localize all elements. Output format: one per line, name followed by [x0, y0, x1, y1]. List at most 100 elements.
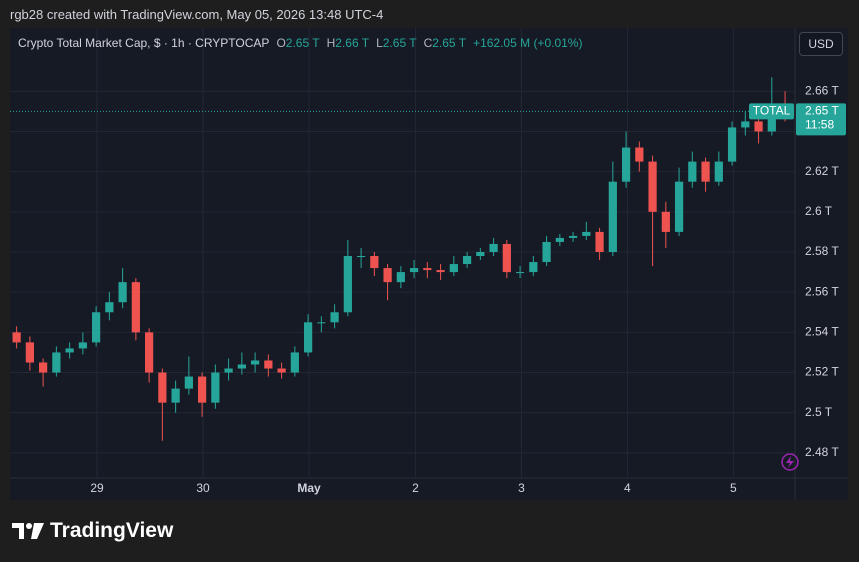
candle-body — [92, 312, 101, 343]
candle-body — [648, 161, 657, 212]
x-tick-label: 4 — [624, 481, 631, 495]
y-tick-label: 2.62 T — [805, 164, 839, 178]
legend-value: 2.65 T — [432, 36, 467, 50]
logo-text: TradingView — [50, 519, 174, 542]
candle-body — [595, 231, 604, 252]
candle-body — [78, 342, 87, 349]
candle-body — [608, 181, 617, 252]
legend: Crypto Total Market Cap, $ · 1h · CRYPTO… — [18, 36, 582, 50]
candle-body — [396, 272, 405, 283]
candle-body — [184, 376, 193, 389]
candle-body — [264, 360, 273, 369]
candle-body — [25, 342, 34, 363]
last-price-name: TOTAL — [753, 104, 791, 118]
y-tick-label: 2.58 T — [805, 244, 839, 258]
candle-body — [767, 107, 776, 132]
candle-body — [462, 256, 472, 265]
legend-value: 2.66 T — [335, 36, 370, 50]
candle-body — [489, 243, 498, 252]
candle-body — [370, 256, 379, 269]
legend-title: Crypto Total Market Cap, $ · 1h · CRYPTO… — [18, 36, 270, 50]
candle-body — [582, 231, 591, 236]
alert-bolt — [786, 456, 794, 468]
footer-logo: TradingView — [12, 519, 173, 543]
candle-body — [330, 312, 339, 323]
legend-key: C — [423, 36, 433, 50]
header-text: rgb28 created with TradingView.com, May … — [10, 7, 384, 22]
candle-body — [409, 268, 419, 273]
legend-key: L — [376, 36, 383, 50]
x-tick-label: May — [297, 481, 321, 495]
x-tick-label: 3 — [518, 481, 525, 495]
candle-body — [688, 161, 697, 182]
candle-body — [568, 235, 578, 238]
candle-body — [635, 147, 644, 162]
x-tick-label: 29 — [90, 481, 104, 495]
logo-icon — [12, 523, 44, 539]
last-price-label: 2.65 T — [805, 104, 839, 118]
legend-key: H — [326, 36, 336, 50]
x-tick-label: 2 — [412, 481, 419, 495]
candle-body — [303, 322, 313, 353]
candle-body — [621, 147, 631, 182]
candle-body — [476, 251, 485, 257]
candle-body — [171, 388, 180, 403]
candle-body — [449, 264, 458, 273]
candle-body — [65, 348, 74, 353]
legend-key: O — [276, 36, 286, 50]
candle-body — [12, 332, 21, 343]
candle-body — [198, 376, 207, 403]
y-tick-label: 2.54 T — [805, 325, 839, 339]
last-price-name-box — [749, 103, 794, 120]
y-tick-label: 2.56 T — [805, 284, 839, 298]
candle-body — [436, 270, 445, 273]
candle-body — [39, 362, 48, 373]
candle-body — [423, 268, 432, 271]
candle-body — [701, 161, 710, 182]
candle-body — [674, 181, 684, 232]
candle-body — [661, 211, 670, 232]
candle-body — [237, 364, 246, 369]
candle-body — [343, 256, 352, 313]
candle-body — [105, 302, 114, 313]
candle-body — [211, 372, 220, 403]
legend-value: 2.65 T — [285, 36, 320, 50]
candle-body — [158, 372, 167, 403]
chart-panel — [10, 28, 848, 500]
candle-body — [290, 352, 299, 373]
y-tick-label: 2.66 T — [805, 83, 839, 97]
legend-value: 2.65 T — [382, 36, 417, 50]
candle-body — [52, 352, 61, 373]
y-tick-label: 2.5 T — [805, 405, 833, 419]
candle-body — [224, 368, 233, 373]
currency-button[interactable]: USD — [799, 32, 843, 56]
alert-icon[interactable] — [781, 453, 799, 471]
x-tick-label: 5 — [730, 481, 737, 495]
candle-body — [714, 161, 723, 182]
candle-body — [118, 282, 127, 303]
candle-body — [131, 282, 140, 333]
candle-body — [542, 241, 551, 263]
candle-body — [727, 127, 737, 162]
legend-change: +162.05 M (+0.01%) — [473, 36, 583, 50]
candle-body — [502, 243, 511, 273]
candle-body — [356, 256, 366, 258]
candle-body — [741, 121, 750, 128]
candle-body — [754, 121, 763, 132]
x-tick-label: 30 — [196, 481, 210, 495]
y-tick-label: 2.6 T — [805, 204, 833, 218]
y-tick-label: 2.48 T — [805, 445, 839, 459]
candle-body — [317, 322, 326, 324]
last-price-countdown: 11:58 — [805, 118, 834, 132]
last-price-box — [796, 103, 846, 136]
candle-body — [250, 360, 260, 365]
candle-body — [529, 262, 538, 273]
grid — [10, 28, 795, 478]
candle-body — [515, 272, 525, 274]
y-tick-label: 2.52 T — [805, 365, 839, 379]
candle-body — [145, 332, 154, 373]
candle-body — [277, 368, 286, 373]
candle-body — [555, 237, 564, 242]
